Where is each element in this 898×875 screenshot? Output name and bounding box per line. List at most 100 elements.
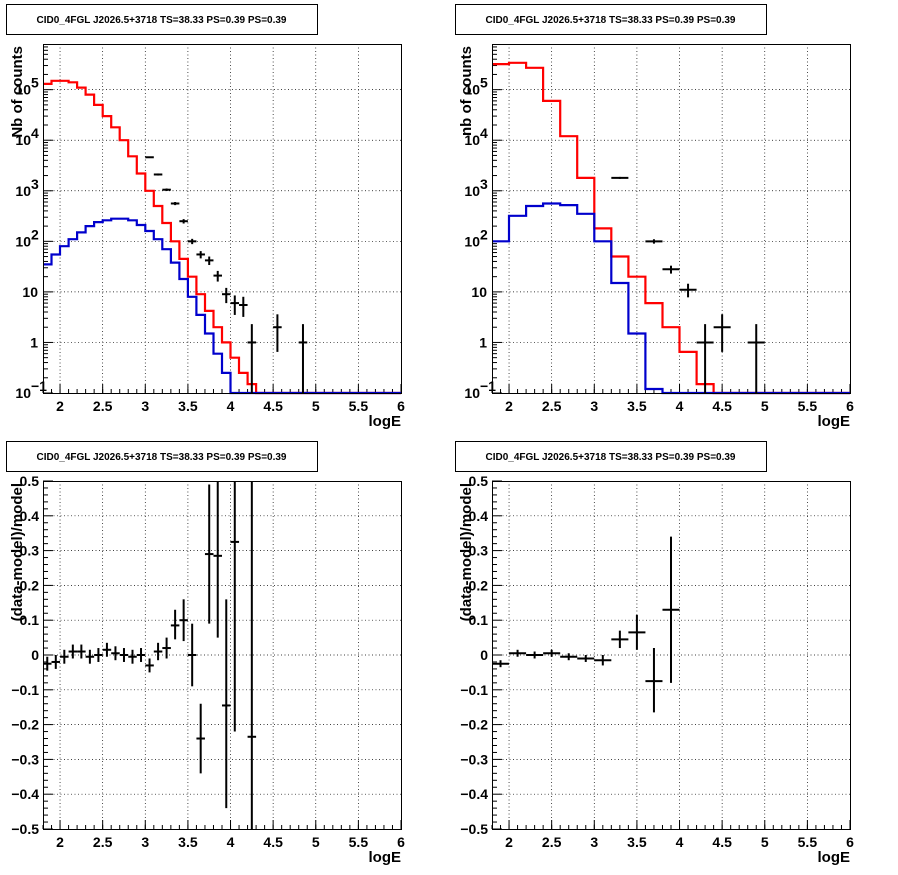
y-tick-exponent: 2 bbox=[31, 226, 39, 242]
x-tick-label: 5 bbox=[312, 398, 320, 414]
series-source-model-line bbox=[43, 217, 401, 395]
y-tick-label: 0.3 bbox=[469, 543, 489, 559]
chart-title: CID0_4FGL J2026.5+3718 TS=38.33 PS=0.39 … bbox=[37, 15, 287, 26]
x-tick-label: 4.5 bbox=[263, 398, 283, 414]
y-axis-ticks: −0.5 −0.4 −0.3 −0.2 −0.1 0 0.1 0.2 0.3 0.4 0.5 bbox=[11, 473, 53, 837]
x-tick-label: 5.5 bbox=[349, 834, 369, 850]
x-tick-label: 4 bbox=[227, 834, 235, 850]
y-tick-exponent: −1 bbox=[480, 378, 496, 394]
y-tick-label: 0 bbox=[31, 647, 39, 663]
y-tick-exponent: 2 bbox=[480, 226, 488, 242]
series-total-model-line bbox=[43, 79, 401, 395]
y-tick-label: −0.1 bbox=[11, 682, 39, 698]
y-tick-label: 0.4 bbox=[20, 508, 40, 524]
y-tick-exponent: 5 bbox=[31, 75, 39, 91]
x-tick-label: 2 bbox=[505, 398, 513, 414]
series-source-model-line bbox=[492, 202, 850, 395]
y-tick-label: 0.1 bbox=[469, 612, 489, 628]
x-tick-label: 5 bbox=[761, 834, 769, 850]
y-tick-label: 10 bbox=[464, 385, 480, 401]
y-tick-label: 10 bbox=[15, 132, 31, 148]
panel-counts-right: CID0_4FGL J2026.5+3718 TS=38.33 PS=0.39 … bbox=[455, 4, 854, 430]
x-tick-label: 3.5 bbox=[178, 834, 198, 850]
x-axis-label: logE bbox=[818, 849, 851, 866]
x-tick-label: 3 bbox=[590, 398, 598, 414]
x-tick-label: 4.5 bbox=[712, 834, 732, 850]
x-axis-ticks: 2 2.5 3 3.5 4 4.5 5 5.5 6 bbox=[42, 384, 405, 414]
x-tick-label: 2.5 bbox=[542, 834, 562, 850]
y-tick-label: 0.4 bbox=[469, 508, 489, 524]
y-tick-label: 10 bbox=[464, 233, 480, 249]
x-tick-label: 3.5 bbox=[627, 398, 647, 414]
x-tick-label: 6 bbox=[397, 398, 405, 414]
x-axis-label: logE bbox=[369, 849, 402, 866]
y-tick-label: −0.3 bbox=[460, 751, 488, 767]
y-tick-label: 10 bbox=[15, 385, 31, 401]
x-tick-label: 6 bbox=[846, 834, 854, 850]
x-tick-label: 3.5 bbox=[178, 398, 198, 414]
y-tick-exponent: −1 bbox=[31, 378, 47, 394]
x-tick-label: 4 bbox=[227, 398, 235, 414]
plot-frame bbox=[492, 481, 851, 830]
y-tick-label: 1 bbox=[479, 334, 487, 350]
y-tick-label: 1 bbox=[30, 334, 38, 350]
y-tick-label: −0.5 bbox=[11, 821, 39, 837]
x-tick-label: 3 bbox=[590, 834, 598, 850]
y-tick-label: −0.5 bbox=[460, 821, 488, 837]
chart-title: CID0_4FGL J2026.5+3718 TS=38.33 PS=0.39 … bbox=[486, 15, 736, 26]
plot-frame bbox=[492, 44, 851, 394]
y-tick-exponent: 4 bbox=[31, 125, 39, 141]
y-tick-exponent: 4 bbox=[480, 125, 488, 141]
y-tick-label: 0.5 bbox=[20, 473, 40, 489]
y-axis-ticks: −0.5 −0.4 −0.3 −0.2 −0.1 0 0.1 0.2 0.3 0.4 0.5 bbox=[460, 473, 502, 837]
y-tick-label: −0.1 bbox=[460, 682, 488, 698]
y-tick-label: 10 bbox=[471, 284, 487, 300]
y-axis-label: Nb of counts bbox=[9, 46, 26, 138]
y-tick-label: 0 bbox=[480, 647, 488, 663]
series-data-points bbox=[43, 481, 257, 829]
title-box bbox=[6, 441, 318, 472]
y-tick-label: −0.2 bbox=[11, 717, 39, 733]
x-tick-label: 2.5 bbox=[542, 398, 562, 414]
title-box bbox=[6, 4, 318, 35]
series-total-model-line bbox=[492, 61, 850, 395]
x-axis-label: logE bbox=[818, 413, 851, 430]
plot-frame bbox=[43, 44, 402, 394]
x-tick-label: 3.5 bbox=[627, 834, 647, 850]
x-tick-label: 4.5 bbox=[263, 834, 283, 850]
y-tick-label: −0.4 bbox=[460, 786, 488, 802]
y-tick-label: 0.1 bbox=[20, 612, 40, 628]
panel-counts-left: CID0_4FGL J2026.5+3718 TS=38.33 PS=0.39 … bbox=[6, 4, 405, 430]
x-tick-label: 3 bbox=[141, 398, 149, 414]
x-tick-label: 2.5 bbox=[93, 398, 113, 414]
x-axis-label: logE bbox=[369, 413, 402, 430]
title-box bbox=[455, 441, 767, 472]
x-tick-label: 5 bbox=[312, 834, 320, 850]
x-tick-label: 2 bbox=[56, 834, 64, 850]
x-tick-label: 4 bbox=[676, 834, 684, 850]
x-axis-ticks: 2 2.5 3 3.5 4 4.5 5 5.5 6 bbox=[491, 820, 854, 850]
x-tick-label: 3 bbox=[141, 834, 149, 850]
x-tick-label: 4.5 bbox=[712, 398, 732, 414]
y-axis-label: nb of counts bbox=[458, 46, 475, 136]
x-tick-label: 4 bbox=[676, 398, 684, 414]
chart-title: CID0_4FGL J2026.5+3718 TS=38.33 PS=0.39 … bbox=[37, 452, 287, 463]
x-axis-ticks: 2 2.5 3 3.5 4 4.5 5 5.5 6 bbox=[491, 384, 854, 414]
panel-residuals-right: CID0_4FGL J2026.5+3718 TS=38.33 PS=0.39 … bbox=[455, 441, 854, 866]
y-tick-exponent: 5 bbox=[480, 75, 488, 91]
y-tick-label: 10 bbox=[15, 82, 31, 98]
x-tick-label: 2 bbox=[56, 398, 64, 414]
x-tick-label: 6 bbox=[846, 398, 854, 414]
y-axis-label: (data-model)/model bbox=[9, 483, 26, 621]
y-tick-exponent: 3 bbox=[31, 176, 39, 192]
series-data-points bbox=[492, 536, 680, 713]
x-axis-ticks: 2 2.5 3 3.5 4 4.5 5 5.5 6 bbox=[42, 820, 405, 850]
x-tick-label: 5.5 bbox=[798, 398, 818, 414]
title-box bbox=[455, 4, 767, 35]
y-tick-label: 10 bbox=[15, 183, 31, 199]
y-tick-label: 0.2 bbox=[469, 577, 489, 593]
y-tick-label: −0.4 bbox=[11, 786, 39, 802]
y-tick-label: 0.5 bbox=[469, 473, 489, 489]
